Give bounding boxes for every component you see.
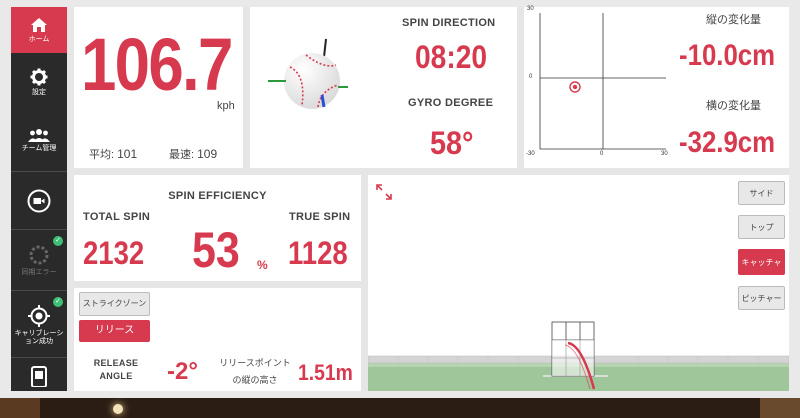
view-side-button[interactable]: サイド — [738, 181, 785, 205]
pitch-point-ring — [569, 81, 581, 93]
sidebar-item-settings[interactable]: 設定 — [11, 59, 67, 105]
horizontal-break-value: -32.9cm — [679, 126, 776, 159]
release-angle-label-line2: ANGLE — [99, 371, 133, 381]
sidebar-item-home[interactable]: ホーム — [11, 7, 67, 53]
sidebar-item-camera[interactable] — [11, 179, 67, 223]
tick-label: 0 — [529, 74, 533, 80]
spin-direction-panel: SPIN DIRECTION 08:20 GYRO DEGREE 58° — [250, 7, 517, 168]
gyro-degree-value: 58° — [430, 125, 474, 161]
gyro-degree-label: GYRO DEGREE — [408, 97, 494, 109]
home-icon — [31, 17, 47, 32]
total-spin-value: 2132 — [83, 235, 145, 271]
vertical-break-label: 縦の変化量 — [706, 14, 761, 26]
pitch-trajectory-shadow — [564, 344, 591, 390]
release-height-label: リリースポイント の縦の高さ — [214, 356, 296, 386]
break-chart — [539, 13, 666, 150]
avg-speed: 平均: 101 — [89, 146, 137, 162]
check-icon: ✓ — [53, 297, 63, 307]
light-spot — [113, 404, 123, 414]
total-spin-label: TOTAL SPIN — [83, 211, 151, 223]
wall-segments — [397, 356, 759, 363]
trajectory-view-panel: サイド トップ キャッチャー ピッチャー — [368, 175, 789, 391]
max-speed-label: 最速: — [169, 149, 195, 161]
release-height-value: 1.51m — [298, 360, 353, 385]
sync-icon — [29, 245, 49, 264]
tick-label: 30 — [661, 151, 668, 157]
spin-efficiency-value: 53 — [192, 222, 240, 278]
speed-panel: 106.7 kph 平均: 101 最速: 109 — [74, 7, 243, 168]
spin-efficiency-title: SPIN EFFICIENCY — [168, 190, 267, 202]
true-spin-value: 1128 — [288, 235, 348, 271]
break-panel: 30 0 -30 0 30 縦の変化量 -10.0cm 横の変化量 -32.9c… — [524, 6, 789, 168]
vertical-break-value: -10.0cm — [679, 39, 776, 72]
sidebar-item-label: 設定 — [32, 88, 46, 96]
device-icon — [31, 366, 47, 387]
avg-speed-value: 101 — [117, 147, 138, 161]
gear-icon — [30, 68, 48, 85]
tick-label: -30 — [526, 151, 535, 157]
baseball-3d-icon — [268, 38, 348, 109]
sidebar-divider — [11, 171, 67, 172]
release-angle-label: RELEASE ANGLE — [93, 358, 139, 381]
sidebar-item-device[interactable] — [11, 361, 67, 391]
horizontal-break-label: 横の変化量 — [706, 100, 761, 112]
release-height-label-line1: リリースポイント — [219, 358, 291, 368]
spin-efficiency-unit: % — [257, 258, 268, 272]
tick-label: 0 — [600, 151, 604, 157]
strike-zone-button[interactable]: ストライクゾーン — [79, 292, 150, 316]
camera-icon — [27, 189, 51, 213]
view-pitcher-button[interactable]: ピッチャー — [738, 286, 785, 310]
max-speed: 最速: 109 — [169, 146, 217, 162]
sidebar-item-label: ホーム — [28, 35, 50, 43]
check-icon: ✓ — [53, 236, 63, 246]
speed-unit: kph — [217, 100, 235, 112]
photo-region — [0, 398, 40, 418]
sidebar: ホーム 設定 チーム管理 同期エラー ✓ キャリブレーション成功 ✓ — [11, 7, 67, 391]
release-button[interactable]: リリース — [79, 320, 150, 342]
sidebar-item-calibration[interactable]: キャリブレーション成功 — [11, 297, 67, 353]
tick-label: 30 — [527, 6, 534, 12]
true-spin-label: TRUE SPIN — [289, 211, 351, 223]
pitch-trajectory — [567, 341, 596, 390]
view-catcher-button[interactable]: キャッチャー — [738, 249, 785, 293]
release-height-label-line2: の縦の高さ — [232, 375, 278, 385]
release-angle-value: -2° — [167, 358, 198, 385]
sidebar-item-label: 同期エラー — [21, 268, 57, 276]
expand-icon[interactable] — [376, 184, 392, 200]
team-icon — [28, 128, 50, 142]
spin-efficiency-panel: SPIN EFFICIENCY TOTAL SPIN 2132 53 % TRU… — [74, 175, 361, 281]
sidebar-item-team[interactable]: チーム管理 — [11, 117, 67, 163]
sidebar-divider — [11, 229, 67, 230]
sidebar-item-sync[interactable]: 同期エラー — [11, 235, 67, 285]
crosshair-icon — [28, 304, 50, 327]
view-top-button[interactable]: トップ — [738, 215, 785, 239]
app-frame: ホーム 設定 チーム管理 同期エラー ✓ キャリブレーション成功 ✓ — [11, 6, 789, 391]
max-speed-value: 109 — [197, 147, 218, 161]
spin-direction-label: SPIN DIRECTION — [402, 17, 496, 29]
avg-speed-label: 平均: — [89, 149, 115, 161]
release-panel: ストライクゾーン リリース RELEASE ANGLE -2° リリースポイント… — [74, 288, 361, 391]
speed-value: 106.7 — [81, 23, 233, 106]
sidebar-divider — [11, 290, 67, 291]
pitch-point — [572, 84, 578, 90]
photo-region — [760, 398, 800, 418]
release-angle-label-line1: RELEASE — [93, 358, 139, 368]
sidebar-item-label: チーム管理 — [21, 144, 57, 152]
spin-direction-value: 08:20 — [415, 39, 488, 75]
sidebar-item-label: キャリブレーション成功 — [14, 329, 64, 345]
sidebar-divider — [11, 357, 67, 358]
background-photo-strip — [0, 398, 800, 418]
trajectory-scene — [368, 321, 789, 391]
